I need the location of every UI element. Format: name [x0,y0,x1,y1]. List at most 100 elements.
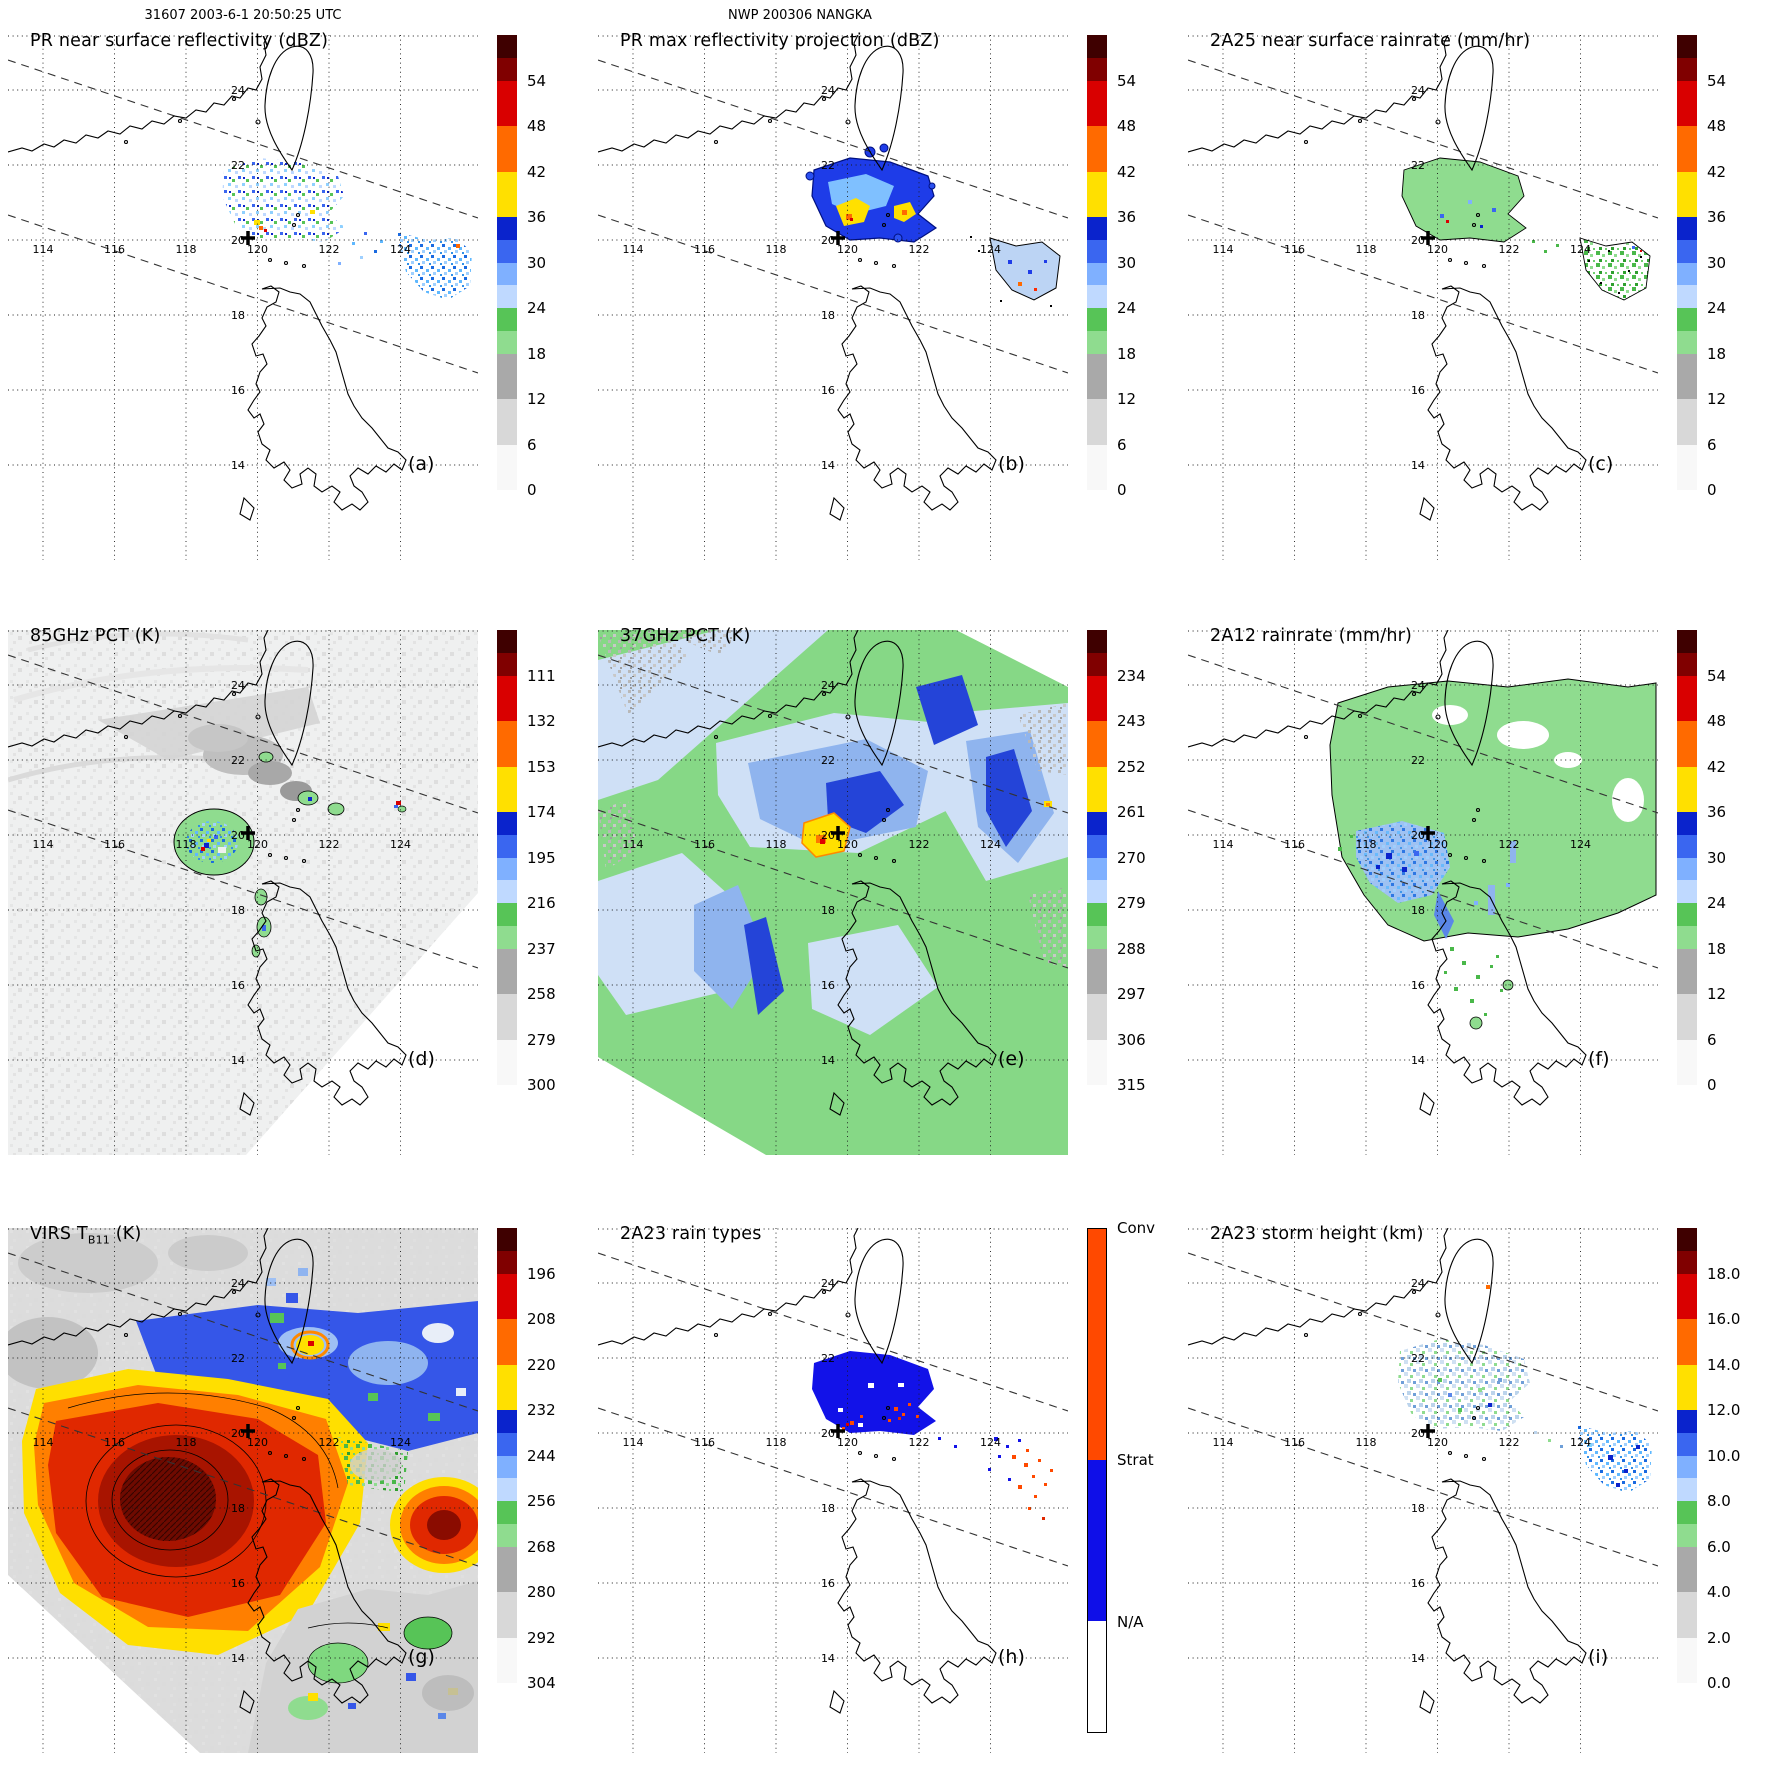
colorbar-segment [497,1592,517,1638]
colorbar-tick-label: 24 [1707,894,1727,912]
colorbar-segment [1677,766,1697,812]
colorbar-tick-label: 36 [527,208,547,226]
colorbar-segment [497,80,517,126]
panel-letter: (b) [998,453,1025,475]
colorbar-bar [1677,1228,1697,1683]
colorbar-tick-label: 48 [1707,117,1727,135]
colorbar-tick-label: 14.0 [1707,1355,1741,1374]
colorbar-b: 54 48 42 36 30 24 18 12 6 0 [1087,35,1179,499]
colorbar-tick-label: 12 [527,390,547,408]
colorbar-segment [1677,308,1697,331]
colorbar-bar [1087,35,1107,490]
colorbar-tick-label: 6 [1707,435,1717,454]
colorbar-segment [1087,652,1107,676]
colorbar-segment [1677,721,1697,767]
colorbar-g: 196 208 220 232 244 256 268 280 292 304 [497,1228,589,1692]
colorbar-tick-label: 132 [527,712,556,730]
colorbar-tick-label: 42 [1707,757,1727,776]
colorbar-tick-label: 232 [527,1401,556,1419]
colorbar-segment [497,262,517,286]
colorbar-tick-label: 4.0 [1707,1583,1731,1601]
panel-g: (g) VIRS TB11 (K) 196 208 220 232 244 256 268 2… [0,1180,590,1771]
colorbar-segment [1087,834,1107,858]
colorbar-segment [1677,903,1697,926]
colorbar-tick-label: 280 [527,1583,556,1601]
colorbar-segment [1087,948,1107,994]
colorbar-tick-label: 24 [527,299,547,317]
colorbar-tick-label: 24 [1117,299,1137,317]
colorbar-segment [497,903,517,926]
colorbar-segment [1677,57,1697,81]
colorbar-segment [497,1039,517,1085]
colorbar-segment [1087,1039,1107,1085]
colorbar-segment [1677,948,1697,994]
panel-letter: (a) [408,453,434,475]
colorbar-segment [1087,857,1107,881]
colorbar-tick-label: 244 [527,1446,556,1465]
panel-letter: (i) [1588,1646,1608,1668]
colorbar-tick-label: 54 [527,71,547,90]
colorbar-segment [1677,1455,1697,1479]
colorbar-segment [1087,812,1107,835]
colorbar-tick-label: 30 [527,253,547,272]
colorbar-segment [1677,834,1697,858]
colorbar-tick-label: 252 [1117,757,1146,776]
colorbar-segment [1677,444,1697,490]
colorbar-segment [1087,171,1107,217]
colorbar-tick-label: 12 [1707,390,1727,408]
panel-i-title: 2A23 storm height (km) [1210,1224,1424,1244]
colorbar-tick-label: 54 [1707,666,1727,685]
colorbar-segment [497,330,517,354]
colorbar-tick-label: 0 [1707,1076,1717,1094]
colorbar-segment [1677,353,1697,399]
colorbar-segment [1677,239,1697,263]
colorbar-segment [1677,994,1697,1040]
colorbar-tick-label: 6 [1707,1030,1717,1049]
colorbar-segment [497,1478,517,1501]
colorbar-segment [497,285,517,308]
colorbar-tick-label: 6.0 [1707,1537,1731,1556]
colorbar-segment [1087,80,1107,126]
colorbar-tick-label: 111 [527,666,556,685]
colorbar-segment [497,880,517,903]
colorbar-segment [1087,262,1107,286]
map-i: (i) [1188,1228,1658,1753]
colorbar-segment [1087,675,1107,721]
colorbar-tick-label: 16.0 [1707,1310,1741,1328]
map-d: (d) [8,630,478,1155]
panel-letter: (g) [408,1646,435,1668]
colorbar-segment [1677,171,1697,217]
colorbar-segment [1087,925,1107,949]
colorbar-segment [1087,217,1107,240]
colorbar-segment [497,1455,517,1479]
colorbar-segment [497,1410,517,1433]
colorbar-segment [497,721,517,767]
colorbar-segment [497,444,517,490]
panel-i: (i) 2A23 storm height (km) 18.0 16.0 14.0 1… [1180,1180,1771,1771]
colorbar-segment [497,834,517,858]
data-field-rainrate [1401,157,1651,301]
panel-letter: (d) [408,1048,435,1070]
colorbar-segment [497,675,517,721]
colorbar-segment [497,1546,517,1592]
panel-letter: (e) [998,1048,1025,1070]
panel-h-title: 2A23 rain types [620,1224,762,1244]
colorbar-d: 111 132 153 174 195 216 237 258 279 300 [497,630,589,1094]
colorbar-tick-label: 18 [1707,344,1727,363]
colorbar-segment [1087,353,1107,399]
panel-g-title: VIRS TB11 (K) [30,1224,142,1247]
colorbar-bar [1087,1228,1107,1733]
colorbar-segment [497,217,517,240]
colorbar-segment [1087,721,1107,767]
colorbar-tick-label: 268 [527,1537,556,1556]
panel-letter: (f) [1588,1048,1610,1070]
colorbar-segment [1677,1592,1697,1638]
data-field-rain-types [812,1351,1053,1520]
panel-f: (f) 2A12 rainrate (mm/hr) 54 48 42 36 30 24 18… [1180,590,1771,1180]
colorbar-tick-label: Conv [1117,1219,1156,1237]
colorbar-i: 18.0 16.0 14.0 12.0 10.0 8.0 6.0 4.0 2.0 0.0 [1677,1228,1769,1692]
colorbar-tick-label: 0 [527,481,537,499]
colorbar-segment [1087,35,1107,58]
colorbar-tick-label: 48 [1117,117,1137,135]
panel-g-title-sub: B11 [87,1233,111,1247]
